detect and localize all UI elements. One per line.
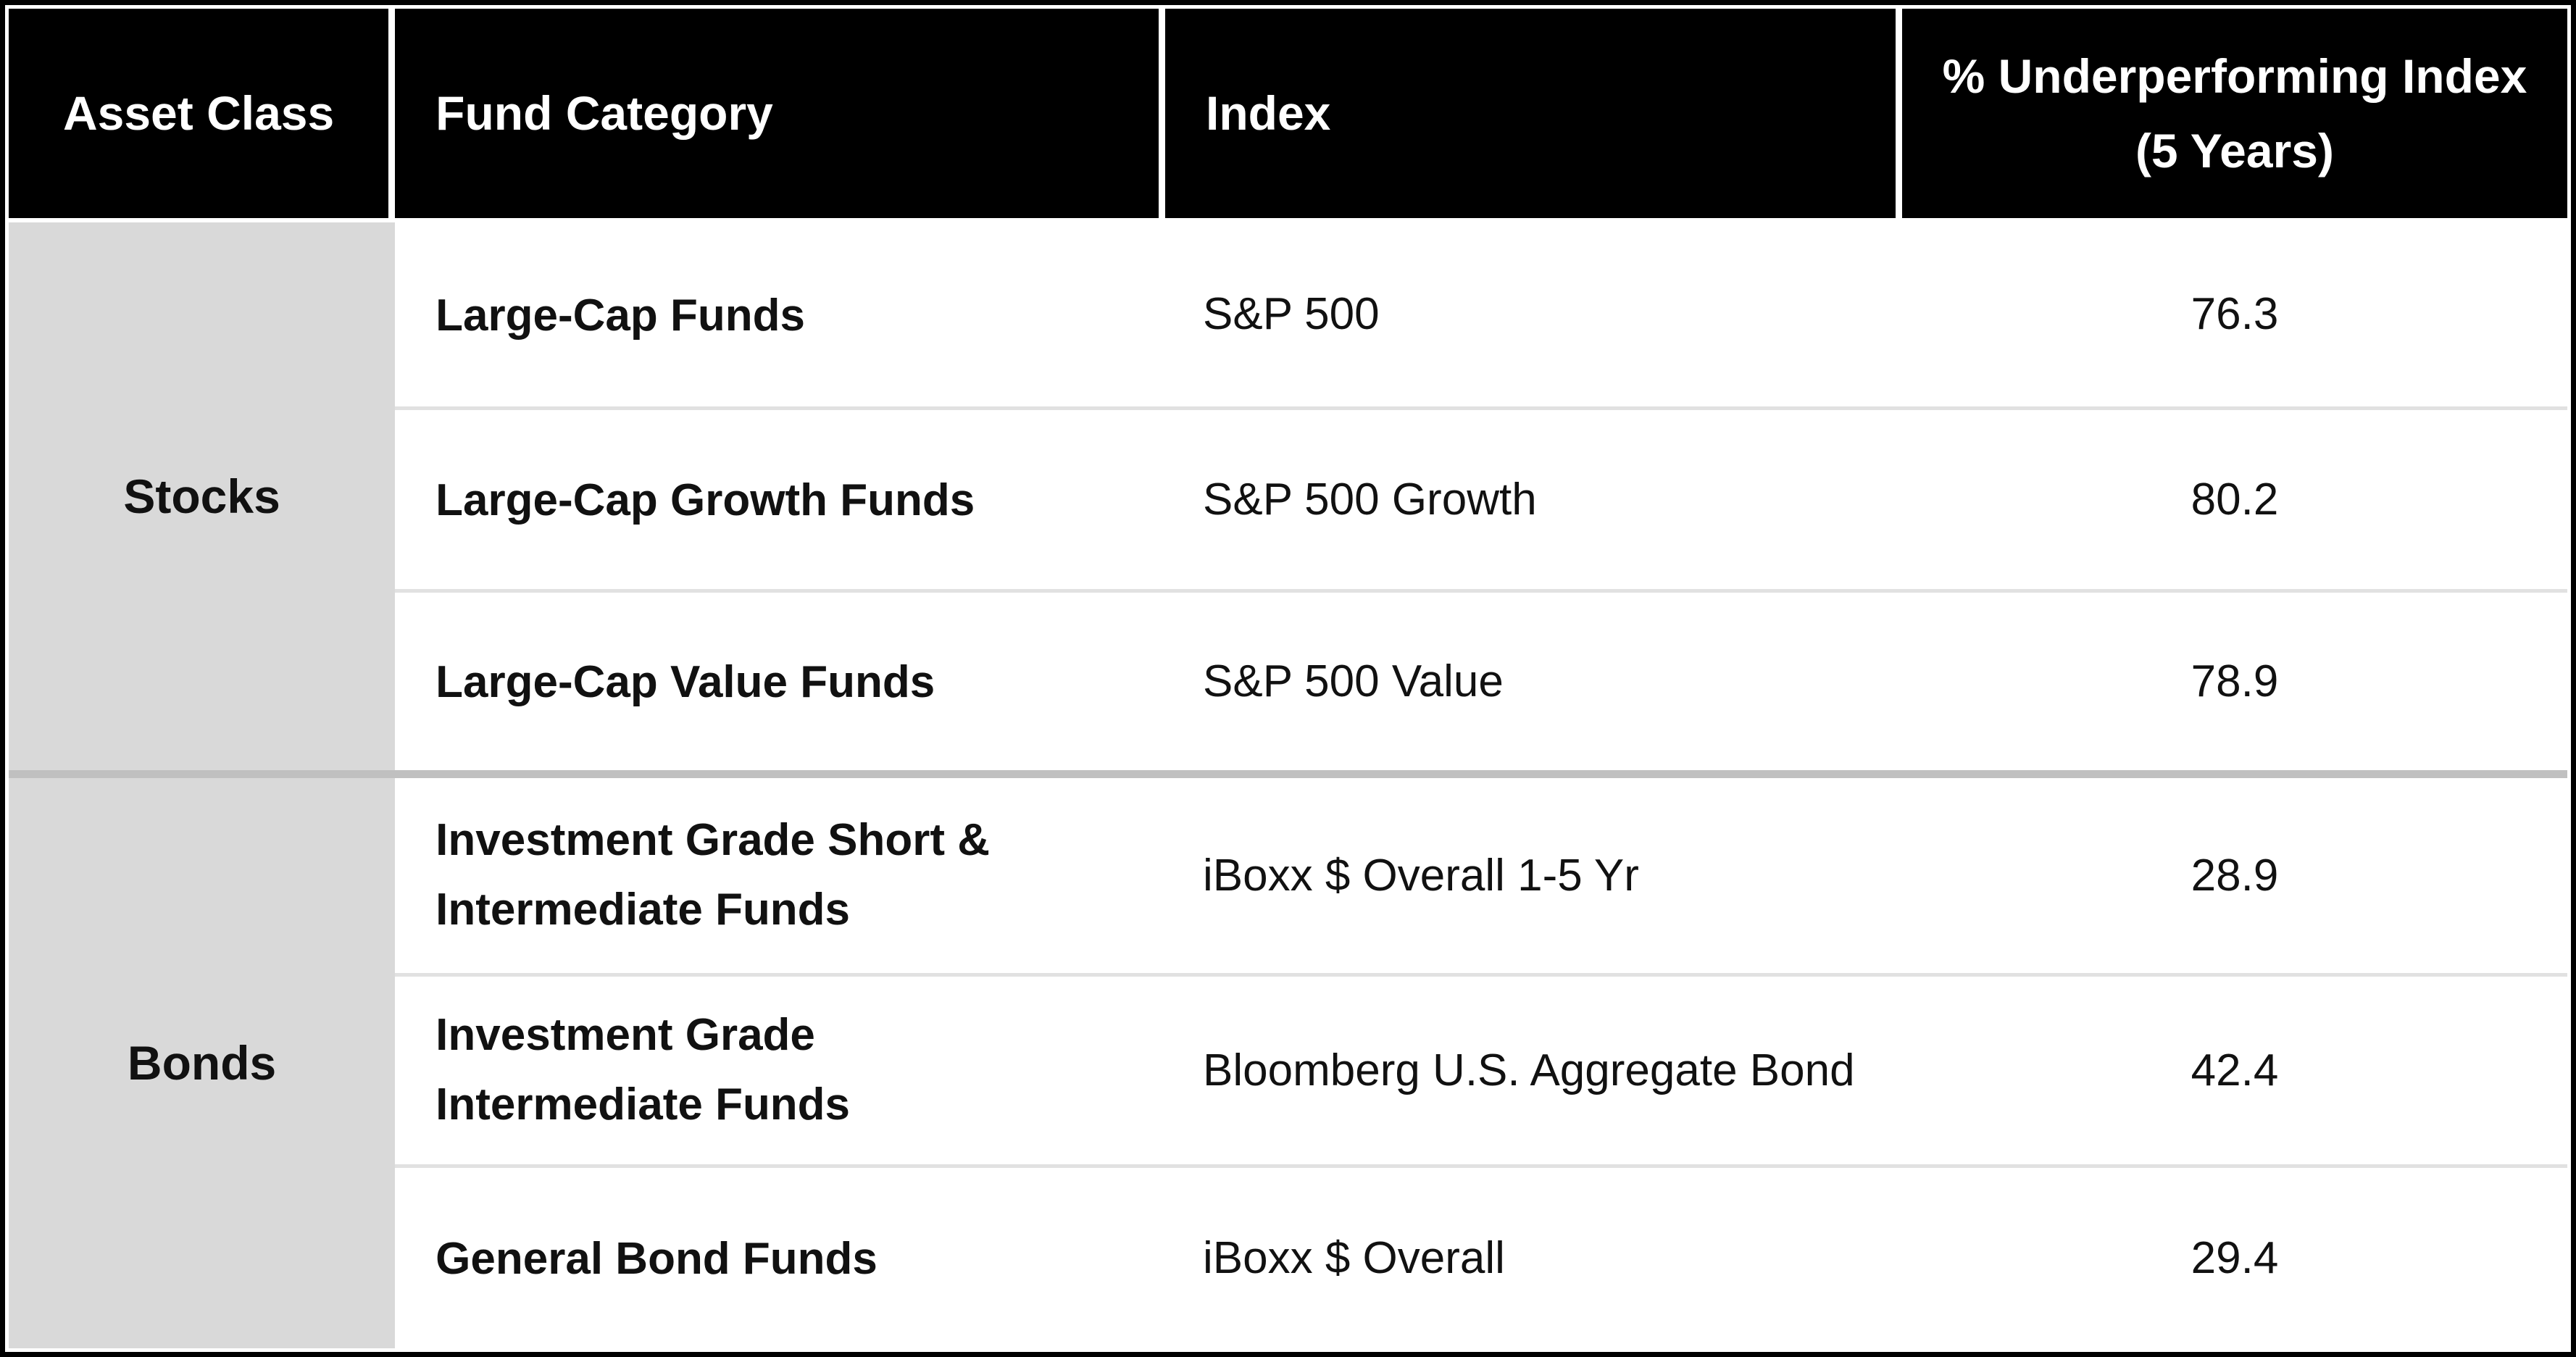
underperformance-table: Asset Class Fund Category Index % Underp… [9,9,2567,1348]
asset-class-cell-bonds: Bonds [9,769,396,1348]
table-row: Stocks Large-Cap Funds S&P 500 76.3 [9,222,2567,770]
table-body: Stocks Large-Cap Funds S&P 500 76.3 Larg… [9,222,2567,1348]
pct-cell: 78.9 [1901,588,2567,770]
table-row: Large-Cap Value Funds S&P 500 Value 78.9 [9,588,2567,770]
index-cell: S&P 500 Value [1165,588,1902,770]
pct-cell: 29.4 [1901,1164,2567,1348]
fund-category-label: Investment Grade Short & Intermediate Fu… [435,815,990,935]
fund-category-label: Investment Grade Intermediate Funds [435,1010,851,1130]
pct-cell: 28.9 [1901,769,2567,973]
index-cell: S&P 500 Growth [1165,406,1902,589]
table-row: Large-Cap Growth Funds S&P 500 Growth 80… [9,406,2567,589]
fund-category-label: Large-Cap Funds [435,290,805,341]
header-asset-class: Asset Class [9,9,396,222]
fund-category-cell: Investment Grade Short & Intermediate Fu… [395,769,1165,973]
fund-category-label: General Bond Funds [435,1234,878,1285]
pct-cell: 76.3 [1901,222,2567,406]
pct-cell: 42.4 [1901,972,2567,1165]
table-header: Asset Class Fund Category Index % Underp… [9,9,2567,222]
index-cell: iBoxx $ Overall [1165,1164,1902,1348]
fund-category-cell: General Bond Funds [395,1164,1165,1348]
fund-category-label: Large-Cap Value Funds [435,656,935,707]
fund-category-cell: Large-Cap Funds [395,222,1165,406]
index-cell: Bloomberg U.S. Aggregate Bond [1165,972,1902,1165]
fund-category-cell: Investment Grade Intermediate Funds [395,972,1165,1165]
index-cell: S&P 500 [1165,222,1902,406]
header-pct-underperforming: % Underperforming Index (5 Years) [1901,9,2567,222]
fund-category-cell: Large-Cap Growth Funds [395,406,1165,589]
fund-category-label: Large-Cap Growth Funds [435,475,975,526]
table-row: General Bond Funds iBoxx $ Overall 29.4 [9,1164,2567,1348]
header-index: Index [1165,9,1902,222]
header-fund-category: Fund Category [395,9,1165,222]
asset-class-cell-stocks: Stocks [9,222,396,770]
table-row: Bonds Investment Grade Short & Intermedi… [9,769,2567,1348]
fund-category-cell: Large-Cap Value Funds [395,588,1165,770]
table-row: Investment Grade Intermediate Funds Bloo… [9,972,2567,1165]
header-row: Asset Class Fund Category Index % Underp… [9,9,2567,222]
index-cell: iBoxx $ Overall 1-5 Yr [1165,769,1902,973]
pct-cell: 80.2 [1901,406,2567,589]
